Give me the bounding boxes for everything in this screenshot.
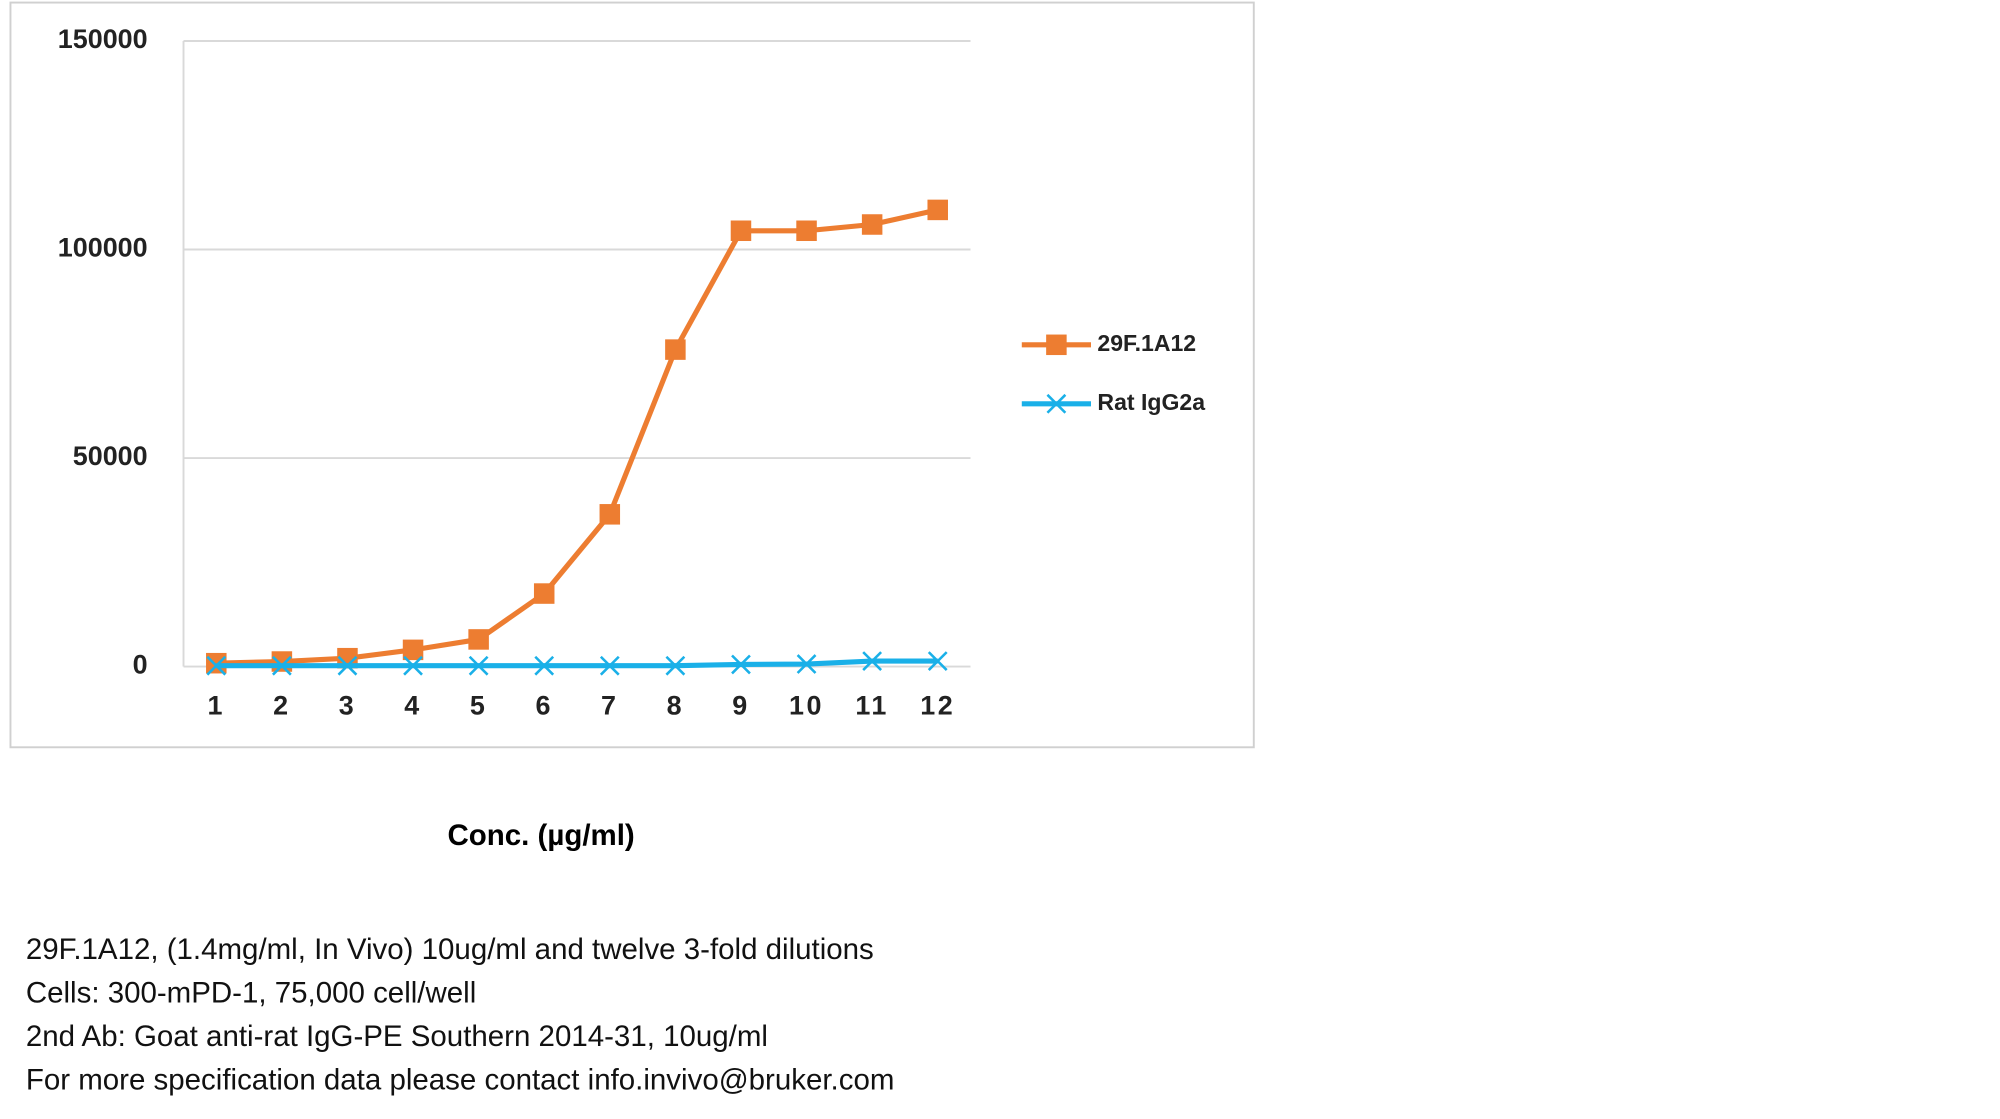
x-tick-label: 11 [855, 691, 889, 721]
data-point [402, 639, 424, 661]
x-tick-label: 10 [789, 691, 824, 721]
x-tick-label: 2 [273, 691, 291, 721]
y-tick-label: 100000 [58, 233, 148, 263]
x-tick-label: 12 [920, 691, 955, 721]
note-line: Cells: 300-mPD-1, 75,000 cell/well [26, 976, 476, 1009]
y-tick-label: 0 [133, 650, 148, 680]
data-point [665, 339, 686, 360]
data-point [533, 583, 555, 604]
data-point [468, 655, 489, 676]
y-tick-label: 50000 [73, 441, 148, 471]
note-line: For more specification data please conta… [26, 1064, 895, 1097]
series-line [216, 207, 939, 666]
x-tick-label: 1 [208, 691, 226, 721]
legend-marker [1046, 334, 1067, 356]
data-point [599, 655, 620, 676]
legend-marker [1046, 393, 1067, 414]
x-tick-label: 5 [470, 691, 488, 721]
x-axis-label: Conc. (µg/ml) [448, 819, 635, 852]
data-point [927, 199, 948, 221]
data-point [271, 651, 293, 672]
data-point [796, 220, 817, 242]
data-point [337, 655, 358, 676]
chart-frame [9, 1, 1255, 749]
data-point [731, 654, 751, 675]
x-tick-label: 3 [339, 691, 357, 721]
note-line: 2nd Ab: Goat anti-rat IgG-PE Southern 20… [26, 1020, 768, 1053]
data-point [534, 655, 555, 676]
data-point [599, 504, 621, 525]
data-point [403, 655, 423, 676]
data-point [861, 214, 883, 235]
x-tick-label: 8 [667, 691, 685, 721]
data-point [796, 654, 817, 674]
data-point [271, 655, 292, 676]
series-line [216, 658, 938, 669]
data-point [206, 655, 227, 676]
y-tick-label: 150000 [58, 24, 148, 54]
note-line: 29F.1A12, (1.4mg/ml, In Vivo) 10ug/ml an… [26, 933, 874, 966]
x-tick-label: 7 [601, 691, 619, 721]
data-point [468, 629, 489, 650]
legend-label: Rat IgG2a [1097, 389, 1205, 415]
x-tick-label: 6 [535, 691, 553, 721]
data-point [665, 655, 686, 676]
data-point [730, 220, 752, 242]
x-tick-label: 9 [732, 691, 750, 721]
data-point [862, 651, 883, 671]
legend-label: 29F.1A12 [1097, 330, 1196, 356]
data-point [927, 651, 948, 671]
x-tick-label: 4 [404, 691, 422, 721]
